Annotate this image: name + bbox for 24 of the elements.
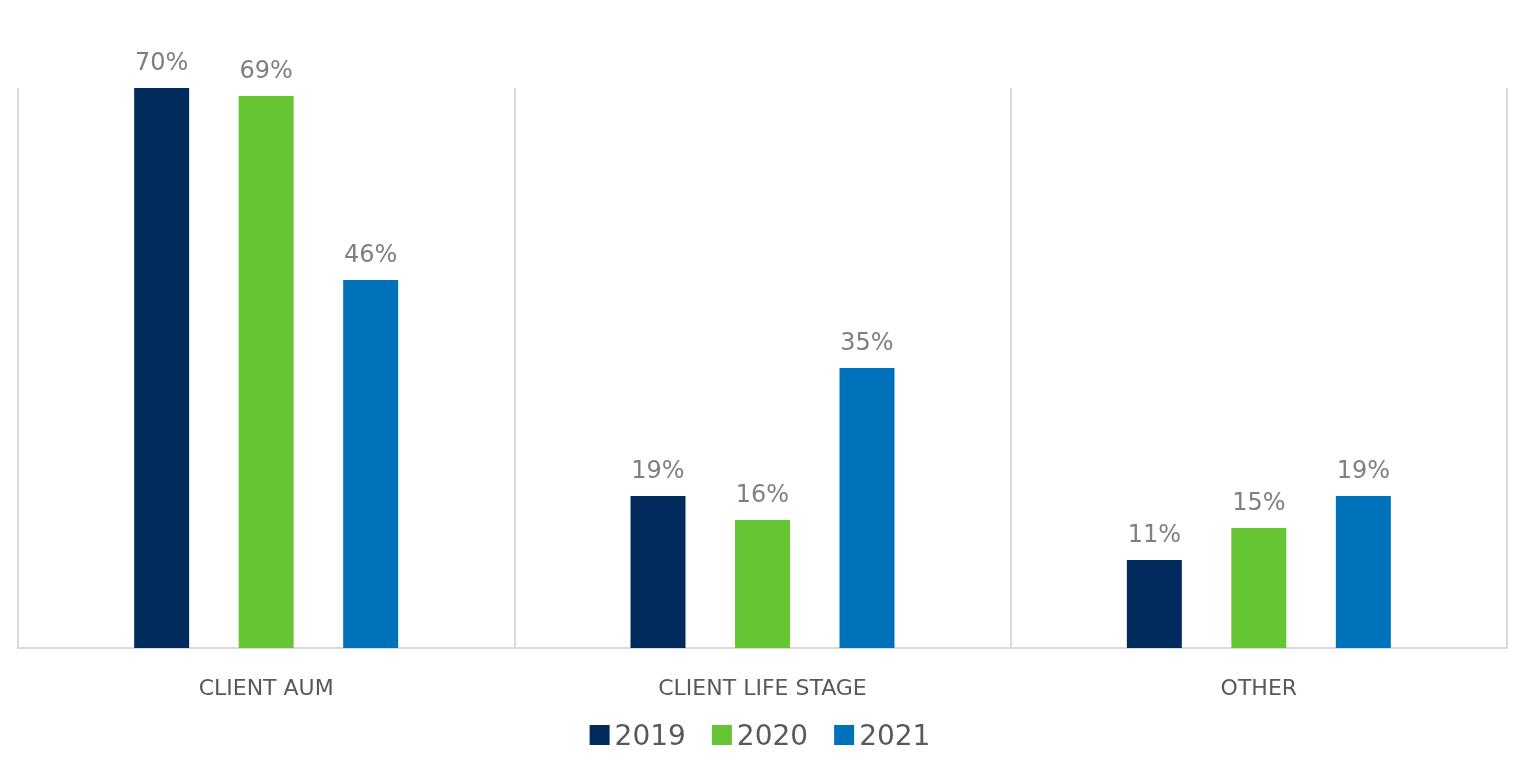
- bar: [343, 280, 399, 648]
- data-label: 15%: [1232, 488, 1286, 516]
- bar: [630, 496, 686, 648]
- data-label: 11%: [1127, 520, 1182, 548]
- data-label: 19%: [631, 456, 685, 484]
- legend-label: 2021: [859, 718, 931, 752]
- bar: [1335, 496, 1391, 648]
- data-label: 35%: [840, 328, 894, 356]
- data-label: 19%: [1336, 456, 1391, 484]
- bar: [839, 368, 895, 648]
- legend-label: 2020: [736, 718, 809, 752]
- x-tick-label: CLIENT LIFE STAGE: [658, 674, 867, 700]
- x-tick-label: OTHER: [1220, 674, 1298, 700]
- data-label: 46%: [343, 240, 398, 268]
- x-tick-label: CLIENT AUM: [198, 674, 334, 700]
- bar: [1126, 560, 1182, 648]
- legend-label: 2019: [614, 718, 686, 752]
- bar: [1231, 528, 1287, 648]
- bar: [735, 520, 790, 648]
- data-label: 69%: [239, 56, 293, 84]
- data-label: 70%: [134, 48, 189, 76]
- bar: [134, 88, 190, 648]
- data-label: 16%: [735, 480, 790, 508]
- bar: [238, 96, 294, 648]
